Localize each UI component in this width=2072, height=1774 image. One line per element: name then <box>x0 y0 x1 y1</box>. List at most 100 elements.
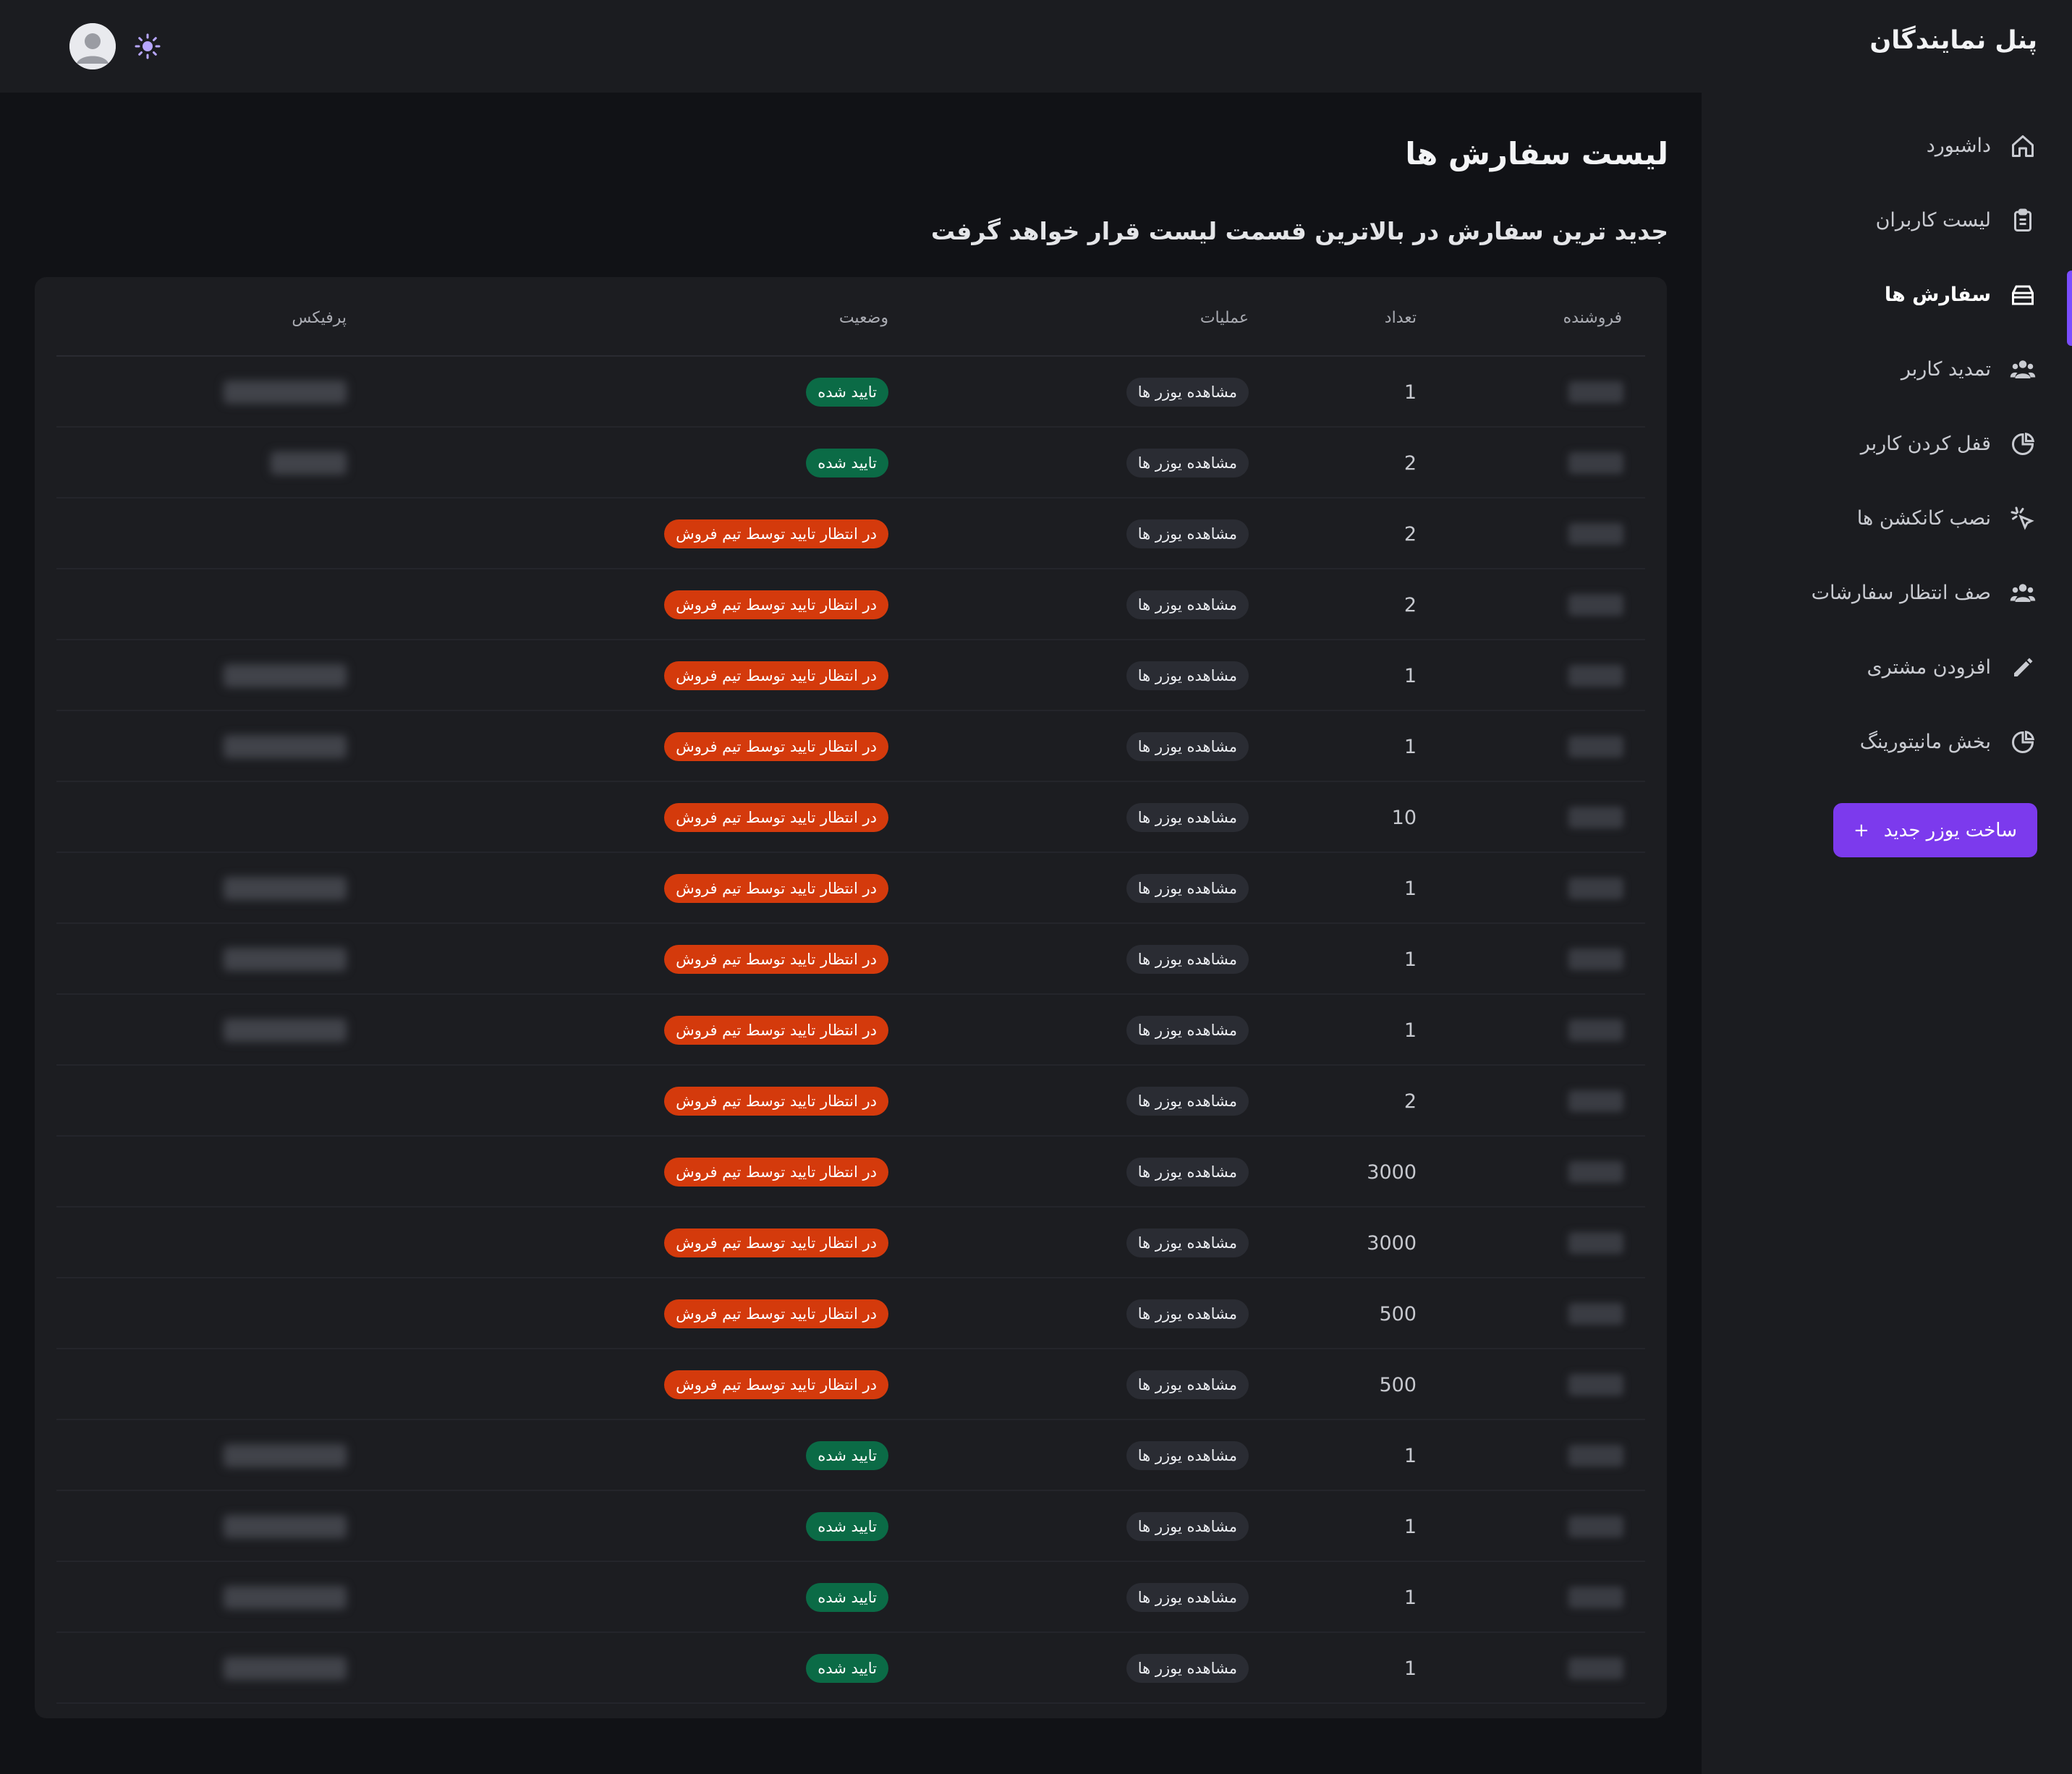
view-users-button[interactable]: مشاهده یوزر ها <box>1126 1654 1249 1683</box>
sidebar-item-2[interactable]: سفارش ها <box>1702 258 2072 346</box>
sun-icon[interactable] <box>135 33 161 59</box>
quantity-cell: 2 <box>1404 1066 1417 1137</box>
quantity-value: 1 <box>1404 735 1417 758</box>
sidebar-item-7[interactable]: افزودن مشتری <box>1702 630 2072 705</box>
table-row: 3000 مشاهده یوزر ها در انتظار تایید توسط ت… <box>56 1137 1645 1208</box>
pencil-icon <box>2008 653 2037 682</box>
table-row: 2 مشاهده یوزر ها در انتظار تایید توسط تیم … <box>56 1066 1645 1137</box>
prefix-cell <box>224 1562 347 1633</box>
users-icon <box>2008 355 2037 384</box>
quantity-cell: 500 <box>1379 1349 1417 1420</box>
status-badge: تایید شده <box>806 1654 888 1683</box>
sidebar-item-1[interactable]: لیست کاربران <box>1702 183 2072 258</box>
status-cell: تایید شده <box>806 428 888 498</box>
sidebar-item-0[interactable]: داشبورد <box>1702 109 2072 183</box>
view-users-button[interactable]: مشاهده یوزر ها <box>1126 803 1249 832</box>
sidebar-item-label: نصب کانکشن ها <box>1856 507 1991 530</box>
seller-redacted <box>1568 452 1623 474</box>
column-header-operations[interactable]: عملیات <box>1200 309 1249 327</box>
operations-cell: مشاهده یوزر ها <box>1126 640 1249 711</box>
table-row: 10 مشاهده یوزر ها در انتظار تایید توسط تیم… <box>56 782 1645 853</box>
sidebar: پنل نمایندگان داشبورد لیست کاربران سفارش ه… <box>1702 0 2072 1774</box>
status-badge: در انتظار تایید توسط تیم فروش <box>664 1228 888 1257</box>
quantity-cell: 2 <box>1404 498 1417 569</box>
view-users-button[interactable]: مشاهده یوزر ها <box>1126 1228 1249 1257</box>
view-users-button[interactable]: مشاهده یوزر ها <box>1126 1158 1249 1187</box>
sidebar-item-label: صف انتظار سفارشات <box>1811 582 1991 604</box>
view-users-button[interactable]: مشاهده یوزر ها <box>1126 1087 1249 1116</box>
column-header-status[interactable]: وضعیت <box>838 309 888 327</box>
operations-cell: مشاهده یوزر ها <box>1126 1491 1249 1562</box>
status-badge: تایید شده <box>806 1512 888 1541</box>
sidebar-item-5[interactable]: نصب کانکشن ها <box>1702 481 2072 556</box>
view-users-button[interactable]: مشاهده یوزر ها <box>1126 1016 1249 1045</box>
prefix-cell <box>224 1420 347 1491</box>
seller-cell <box>1568 498 1623 569</box>
quantity-value: 1 <box>1404 1444 1417 1467</box>
seller-cell <box>1568 924 1623 995</box>
pie-chart-icon <box>2008 430 2037 459</box>
view-users-button[interactable]: مشاهده یوزر ها <box>1126 732 1249 761</box>
seller-redacted <box>1568 594 1623 616</box>
view-users-button[interactable]: مشاهده یوزر ها <box>1126 378 1249 407</box>
status-cell: در انتظار تایید توسط تیم فروش <box>664 995 888 1066</box>
operations-cell: مشاهده یوزر ها <box>1126 1349 1249 1420</box>
status-cell: در انتظار تایید توسط تیم فروش <box>664 711 888 782</box>
view-users-button[interactable]: مشاهده یوزر ها <box>1126 1370 1249 1399</box>
view-users-button[interactable]: مشاهده یوزر ها <box>1126 590 1249 619</box>
status-cell: در انتظار تایید توسط تیم فروش <box>664 924 888 995</box>
seller-cell <box>1568 1633 1623 1704</box>
status-badge: در انتظار تایید توسط تیم فروش <box>664 1087 888 1116</box>
view-users-button[interactable]: مشاهده یوزر ها <box>1126 661 1249 690</box>
quantity-value: 2 <box>1404 451 1417 475</box>
prefix-cell <box>271 428 347 498</box>
operations-cell: مشاهده یوزر ها <box>1126 924 1249 995</box>
sidebar-item-6[interactable]: صف انتظار سفارشات <box>1702 556 2072 630</box>
prefix-cell <box>224 1633 347 1704</box>
view-users-button[interactable]: مشاهده یوزر ها <box>1126 1441 1249 1470</box>
cursor-click-icon <box>2008 504 2037 533</box>
operations-cell: مشاهده یوزر ها <box>1126 428 1249 498</box>
sidebar-item-4[interactable]: قفل کردن کاربر <box>1702 407 2072 481</box>
table-row: 1 مشاهده یوزر ها در انتظار تایید توسط تیم … <box>56 640 1645 711</box>
quantity-cell: 500 <box>1379 1278 1417 1349</box>
view-users-button[interactable]: مشاهده یوزر ها <box>1126 874 1249 903</box>
column-header-seller[interactable]: فروشنده <box>1563 309 1622 327</box>
status-cell: در انتظار تایید توسط تیم فروش <box>664 640 888 711</box>
quantity-cell: 1 <box>1404 1562 1417 1633</box>
prefix-cell <box>224 1491 347 1562</box>
create-user-button[interactable]: ساخت یوزر جدید + <box>1833 803 2037 857</box>
seller-cell <box>1568 569 1623 640</box>
seller-cell <box>1568 1491 1623 1562</box>
view-users-button[interactable]: مشاهده یوزر ها <box>1126 519 1249 548</box>
seller-cell <box>1568 1420 1623 1491</box>
seller-redacted <box>1568 948 1623 970</box>
seller-redacted <box>1568 878 1623 899</box>
main-content: لیست سفارش ها جدید ترین سفارش در بالاتری… <box>0 93 1702 1774</box>
table-row: 1 مشاهده یوزر ها تایید شده <box>56 1491 1645 1562</box>
view-users-button[interactable]: مشاهده یوزر ها <box>1126 1583 1249 1612</box>
user-avatar-icon[interactable] <box>69 23 116 69</box>
status-cell: در انتظار تایید توسط تیم فروش <box>664 853 888 924</box>
prefix-redacted <box>224 1019 347 1042</box>
view-users-button[interactable]: مشاهده یوزر ها <box>1126 1512 1249 1541</box>
seller-redacted <box>1568 1516 1623 1537</box>
quantity-cell: 1 <box>1404 1491 1417 1562</box>
column-header-prefix[interactable]: پرفیکس <box>292 309 347 327</box>
seller-redacted <box>1568 381 1623 403</box>
prefix-redacted <box>224 877 347 900</box>
quantity-cell: 1 <box>1404 357 1417 428</box>
column-header-quantity[interactable]: تعداد <box>1384 309 1417 327</box>
sidebar-item-8[interactable]: بخش مانیتورینگ <box>1702 705 2072 779</box>
quantity-value: 2 <box>1404 522 1417 546</box>
view-users-button[interactable]: مشاهده یوزر ها <box>1126 945 1249 974</box>
view-users-button[interactable]: مشاهده یوزر ها <box>1126 1299 1249 1328</box>
operations-cell: مشاهده یوزر ها <box>1126 1278 1249 1349</box>
sidebar-item-3[interactable]: تمدید کاربر <box>1702 332 2072 407</box>
view-users-button[interactable]: مشاهده یوزر ها <box>1126 449 1249 478</box>
operations-cell: مشاهده یوزر ها <box>1126 1633 1249 1704</box>
page-subtitle: جدید ترین سفارش در بالاترین قسمت لیست قر… <box>930 217 1668 245</box>
prefix-cell <box>224 711 347 782</box>
quantity-value: 2 <box>1404 1090 1417 1113</box>
quantity-cell: 1 <box>1404 711 1417 782</box>
